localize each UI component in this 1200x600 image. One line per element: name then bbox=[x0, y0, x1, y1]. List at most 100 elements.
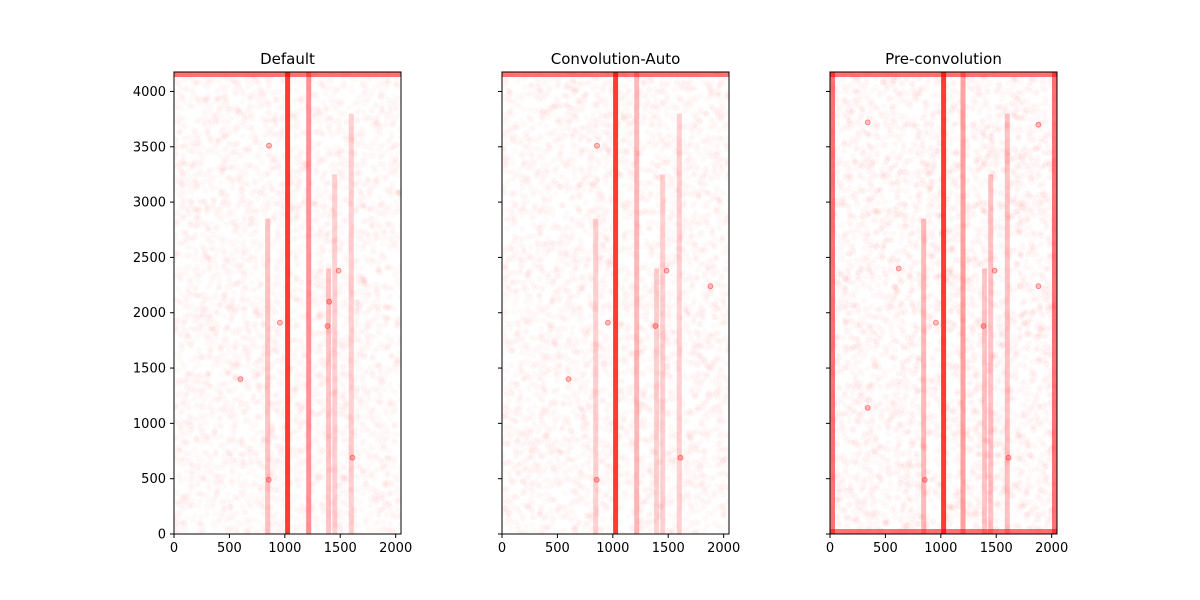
scatter-point bbox=[359, 77, 365, 83]
scatter-point bbox=[195, 503, 201, 509]
scatter-point bbox=[188, 222, 194, 228]
scatter-point bbox=[341, 425, 347, 431]
scatter-point bbox=[221, 506, 227, 512]
scatter-point bbox=[278, 189, 284, 195]
scatter-point bbox=[215, 97, 221, 103]
scatter-point bbox=[245, 525, 251, 531]
scatter-point bbox=[207, 281, 213, 287]
scatter-point bbox=[246, 258, 252, 264]
spot-marker bbox=[266, 142, 272, 149]
scatter-point bbox=[394, 431, 400, 437]
scatter-point bbox=[184, 135, 190, 141]
scatter-point bbox=[355, 487, 361, 493]
scatter-point bbox=[176, 355, 182, 361]
scatter-point bbox=[370, 153, 376, 159]
scatter-point bbox=[385, 471, 391, 477]
scatter-point bbox=[192, 159, 198, 165]
scatter-point bbox=[249, 483, 255, 489]
scatter-point bbox=[355, 299, 361, 305]
scatter-point bbox=[390, 227, 396, 233]
scatter-point bbox=[260, 428, 266, 434]
scatter-point bbox=[274, 140, 280, 146]
scatter-point bbox=[221, 250, 227, 256]
scatter-point bbox=[320, 203, 326, 209]
scatter-point bbox=[186, 333, 192, 339]
scatter-point bbox=[182, 123, 188, 129]
scatter-point bbox=[339, 98, 345, 104]
scatter-point bbox=[341, 82, 347, 88]
scatter-point bbox=[367, 186, 373, 192]
scatter-point bbox=[257, 461, 263, 467]
scatter-point bbox=[257, 488, 263, 494]
scatter-point bbox=[212, 428, 218, 434]
scatter-point bbox=[313, 498, 319, 504]
scatter-point bbox=[174, 163, 180, 169]
scatter-point bbox=[182, 143, 188, 149]
scatter-point bbox=[183, 86, 189, 92]
scatter-point bbox=[226, 164, 232, 170]
scatter-point bbox=[224, 449, 230, 455]
scatter-point bbox=[266, 110, 272, 116]
scatter-point bbox=[184, 391, 190, 397]
scatter-point bbox=[387, 203, 393, 209]
x-tick-label: 1500 bbox=[324, 541, 357, 556]
scatter-point bbox=[292, 286, 298, 292]
scatter-point bbox=[299, 460, 305, 466]
scatter-point bbox=[291, 388, 297, 394]
scatter-point bbox=[206, 224, 212, 230]
scatter-point bbox=[255, 372, 261, 378]
y-tick-label: 500 bbox=[141, 472, 166, 487]
scatter-point bbox=[191, 395, 197, 401]
scatter-point bbox=[216, 136, 222, 142]
scatter-point bbox=[369, 372, 375, 378]
spot-marker bbox=[237, 376, 244, 383]
scatter-point bbox=[235, 201, 241, 207]
column-feature bbox=[332, 174, 338, 534]
scatter-point bbox=[218, 179, 224, 185]
scatter-point bbox=[296, 96, 302, 102]
scatter-point bbox=[322, 169, 328, 175]
scatter-point bbox=[218, 216, 224, 222]
scatter-point bbox=[361, 438, 367, 444]
scatter-point bbox=[380, 380, 386, 386]
scatter-point bbox=[243, 416, 249, 422]
scatter-point bbox=[247, 446, 253, 452]
scatter-point bbox=[225, 440, 231, 446]
scatter-point bbox=[394, 489, 400, 495]
scatter-point bbox=[375, 412, 381, 418]
scatter-point bbox=[229, 77, 235, 83]
scatter-point bbox=[240, 440, 246, 446]
scatter-point bbox=[181, 176, 187, 182]
scatter-point bbox=[388, 354, 394, 360]
scatter-point bbox=[186, 289, 192, 295]
scatter-point bbox=[202, 420, 208, 426]
scatter-point bbox=[312, 216, 318, 222]
scatter-point bbox=[365, 427, 371, 433]
scatter-point bbox=[376, 269, 382, 275]
scatter-point bbox=[239, 503, 245, 509]
scatter-point bbox=[300, 225, 306, 231]
scatter-point bbox=[192, 446, 198, 452]
scatter-point bbox=[394, 83, 400, 89]
scatter-point bbox=[371, 140, 377, 146]
scatter-point bbox=[212, 448, 218, 454]
scatter-point bbox=[214, 87, 220, 93]
scatter-point bbox=[272, 478, 278, 484]
scatter-point bbox=[176, 130, 182, 136]
scatter-point bbox=[354, 367, 360, 373]
scatter-point bbox=[317, 311, 323, 317]
scatter-point bbox=[259, 440, 265, 446]
scatter-point bbox=[214, 309, 220, 315]
scatter-point bbox=[370, 300, 376, 306]
scatter-point bbox=[259, 159, 265, 165]
scatter-point bbox=[211, 472, 217, 478]
scatter-point bbox=[213, 210, 219, 216]
scatter-point bbox=[229, 465, 235, 471]
scatter-point bbox=[200, 115, 206, 121]
scatter-point bbox=[210, 501, 216, 507]
scatter-point bbox=[241, 215, 247, 221]
scatter-point bbox=[276, 165, 282, 171]
scatter-point bbox=[381, 505, 387, 511]
